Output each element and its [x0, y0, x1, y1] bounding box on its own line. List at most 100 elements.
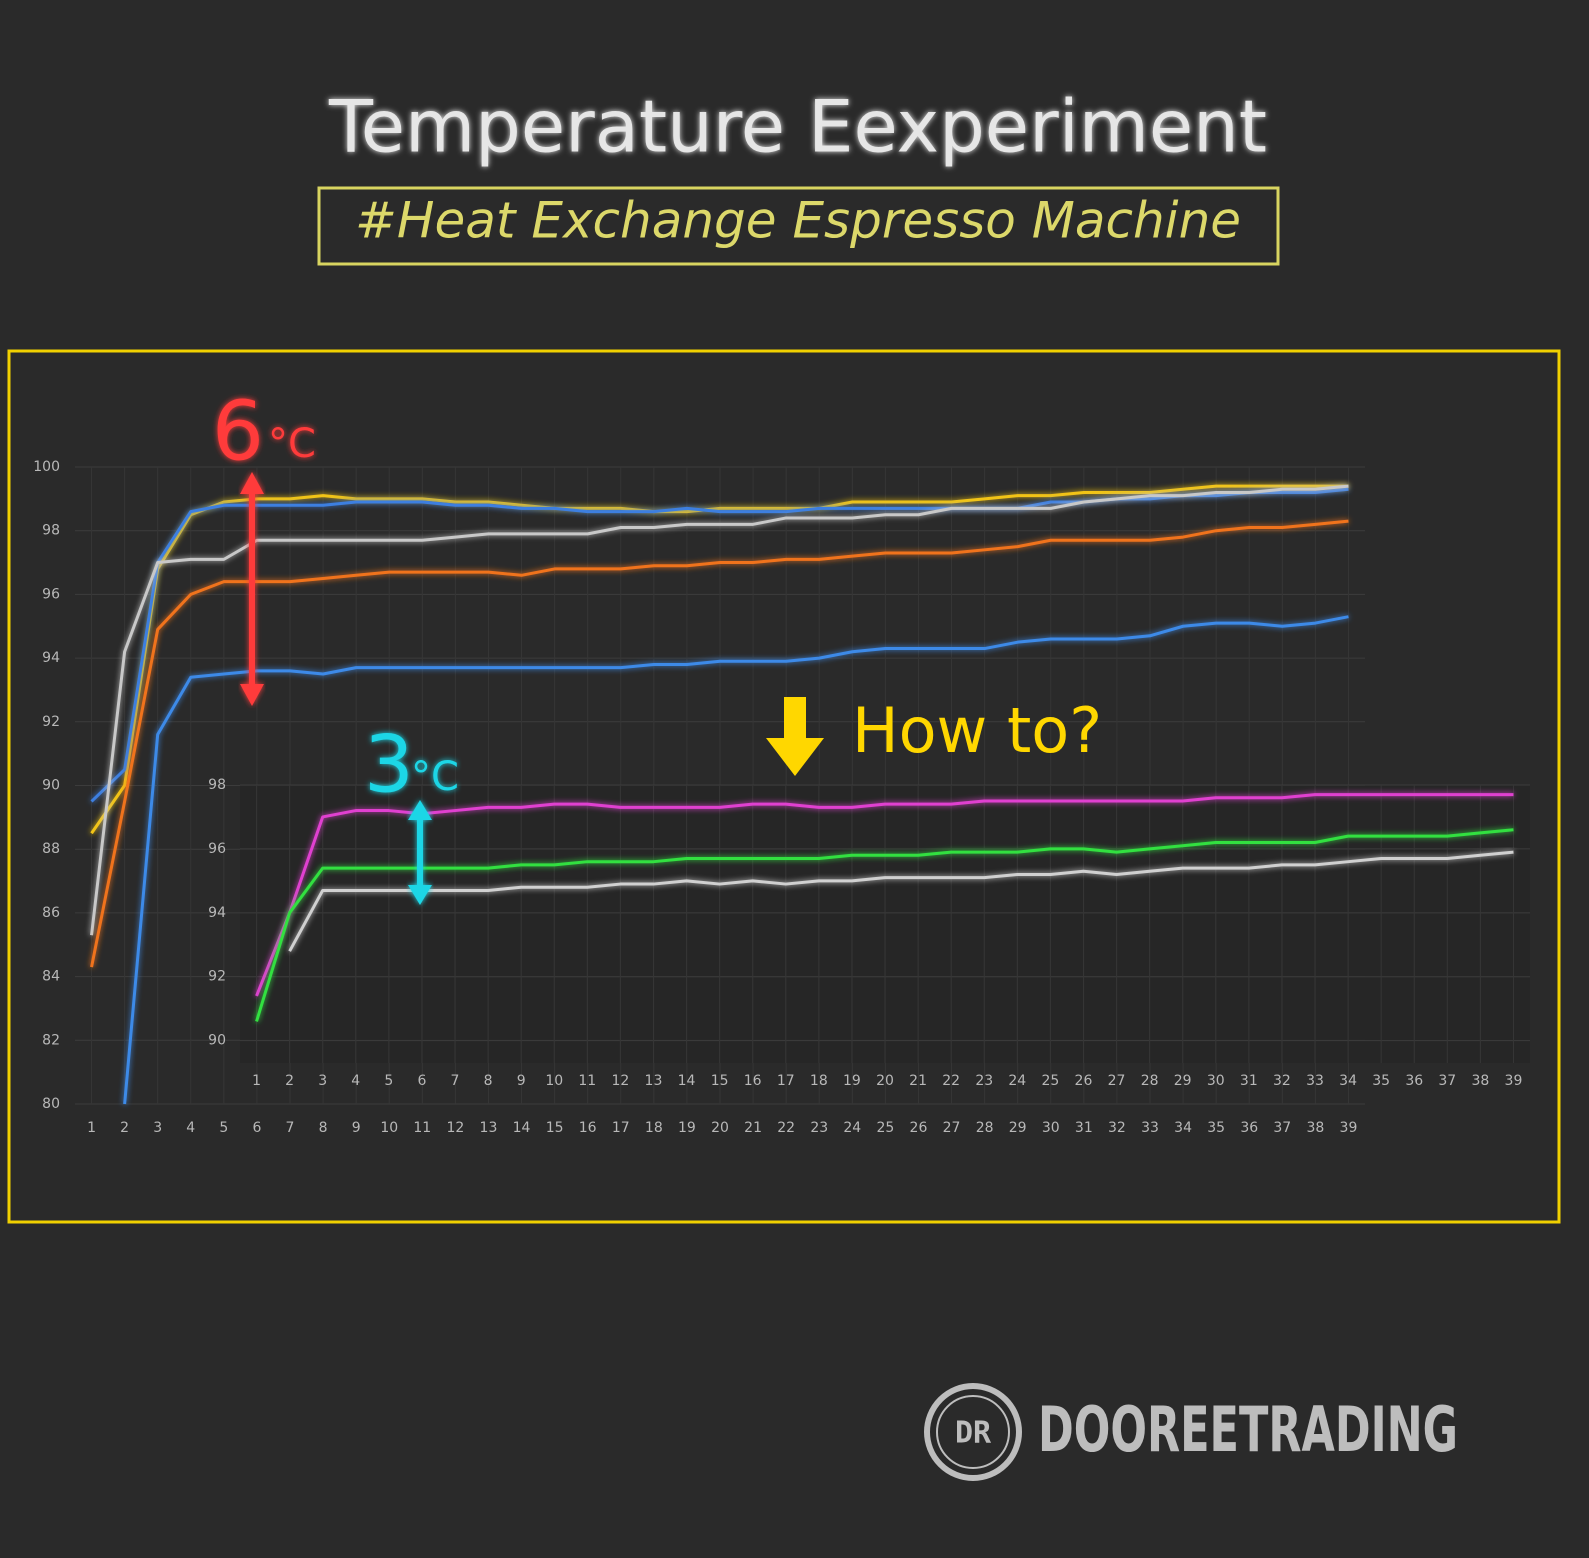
x-tick-label: 27 — [943, 1120, 961, 1136]
x-tick-label: 21 — [909, 1073, 927, 1089]
x-tick-label: 16 — [744, 1073, 762, 1089]
x-tick-label: 39 — [1505, 1073, 1523, 1089]
annotation-unit: °C — [268, 421, 316, 467]
x-tick-label: 2 — [285, 1073, 294, 1089]
x-tick-label: 33 — [1141, 1120, 1159, 1136]
series-line — [255, 793, 1514, 997]
x-tick-label: 34 — [1174, 1120, 1192, 1136]
title: Temperature Eexperiment — [328, 85, 1267, 169]
x-tick-label: 10 — [545, 1073, 563, 1089]
x-tick-label: 31 — [1075, 1120, 1093, 1136]
x-tick-label: 22 — [942, 1073, 960, 1089]
x-tick-label: 3 — [153, 1120, 162, 1136]
brand: DOOREETRADING — [1038, 1393, 1458, 1466]
series-line — [255, 828, 1514, 1022]
x-tick-label: 18 — [810, 1073, 828, 1089]
x-tick-label: 34 — [1339, 1073, 1357, 1089]
x-tick-label: 7 — [286, 1120, 295, 1136]
x-tick-label: 28 — [976, 1120, 994, 1136]
annotation: How to? — [852, 694, 1102, 767]
x-tick-label: 19 — [843, 1073, 861, 1089]
x-tick-label: 15 — [711, 1073, 729, 1089]
x-tick-label: 11 — [578, 1073, 596, 1089]
x-tick-label: 36 — [1240, 1120, 1258, 1136]
series-line — [90, 519, 1349, 968]
x-tick-label: 14 — [678, 1073, 696, 1089]
y-tick-label: 86 — [42, 905, 60, 921]
x-tick-label: 12 — [446, 1120, 464, 1136]
red-arrow — [240, 472, 264, 706]
series-line — [90, 484, 1349, 936]
annotation: 6 — [212, 384, 264, 479]
x-tick-label: 13 — [480, 1120, 498, 1136]
x-tick-label: 39 — [1340, 1120, 1358, 1136]
x-tick-label: 4 — [351, 1073, 360, 1089]
annotation: 3 — [364, 720, 414, 810]
x-tick-label: 11 — [413, 1120, 431, 1136]
x-tick-label: 10 — [380, 1120, 398, 1136]
x-tick-label: 3 — [318, 1073, 327, 1089]
y-tick-label: 98 — [42, 523, 60, 539]
y-tick-label: 92 — [42, 714, 60, 730]
x-tick-label: 2 — [120, 1120, 129, 1136]
x-tick-label: 8 — [319, 1120, 328, 1136]
chart-frame — [7, 349, 1561, 1224]
x-tick-label: 27 — [1108, 1073, 1126, 1089]
y-tick-label: 98 — [208, 777, 226, 793]
subtitle-box — [317, 186, 1280, 266]
y-tick-label: 90 — [42, 778, 60, 794]
y-tick-label: 94 — [208, 905, 226, 921]
x-tick-label: 25 — [876, 1120, 894, 1136]
x-tick-label: 31 — [1240, 1073, 1258, 1089]
x-tick-label: 25 — [1041, 1073, 1059, 1089]
y-tick-label: 88 — [42, 841, 60, 857]
x-tick-label: 24 — [843, 1120, 861, 1136]
logo-mark: DR — [955, 1416, 992, 1451]
x-tick-label: 17 — [612, 1120, 630, 1136]
x-tick-label: 32 — [1108, 1120, 1126, 1136]
y-tick-label: 100 — [33, 459, 60, 475]
x-tick-label: 18 — [645, 1120, 663, 1136]
x-tick-label: 32 — [1273, 1073, 1291, 1089]
y-tick-label: 80 — [42, 1096, 60, 1112]
x-tick-label: 6 — [417, 1073, 426, 1089]
x-tick-label: 35 — [1207, 1120, 1225, 1136]
x-tick-label: 9 — [352, 1120, 361, 1136]
x-tick-label: 14 — [513, 1120, 531, 1136]
x-tick-label: 6 — [252, 1120, 261, 1136]
y-tick-label: 90 — [208, 1033, 226, 1049]
x-tick-label: 20 — [876, 1073, 894, 1089]
y-tick-label: 82 — [42, 1032, 60, 1048]
x-tick-label: 23 — [975, 1073, 993, 1089]
x-tick-label: 21 — [744, 1120, 762, 1136]
y-tick-label: 94 — [42, 650, 60, 666]
x-tick-label: 8 — [484, 1073, 493, 1089]
x-tick-label: 37 — [1438, 1073, 1456, 1089]
subtitle: #Heat Exchange Espresso Machine — [355, 192, 1241, 250]
x-tick-label: 22 — [777, 1120, 795, 1136]
x-tick-label: 5 — [219, 1120, 228, 1136]
x-tick-label: 19 — [678, 1120, 696, 1136]
x-tick-label: 29 — [1009, 1120, 1027, 1136]
x-tick-label: 37 — [1273, 1120, 1291, 1136]
x-tick-label: 26 — [1075, 1073, 1093, 1089]
x-tick-label: 1 — [87, 1120, 96, 1136]
x-tick-label: 20 — [711, 1120, 729, 1136]
y-tick-label: 84 — [42, 969, 60, 985]
series-line — [123, 615, 1349, 1105]
down-arrow — [766, 697, 824, 776]
x-tick-label: 13 — [645, 1073, 663, 1089]
logo: DR — [924, 1383, 1022, 1481]
x-tick-label: 23 — [810, 1120, 828, 1136]
x-tick-label: 4 — [186, 1120, 195, 1136]
x-tick-label: 5 — [384, 1073, 393, 1089]
x-tick-label: 24 — [1008, 1073, 1026, 1089]
x-tick-label: 15 — [546, 1120, 564, 1136]
x-tick-label: 26 — [910, 1120, 928, 1136]
annotation-unit: °C — [411, 754, 459, 800]
x-tick-label: 17 — [777, 1073, 795, 1089]
x-tick-label: 38 — [1471, 1073, 1489, 1089]
